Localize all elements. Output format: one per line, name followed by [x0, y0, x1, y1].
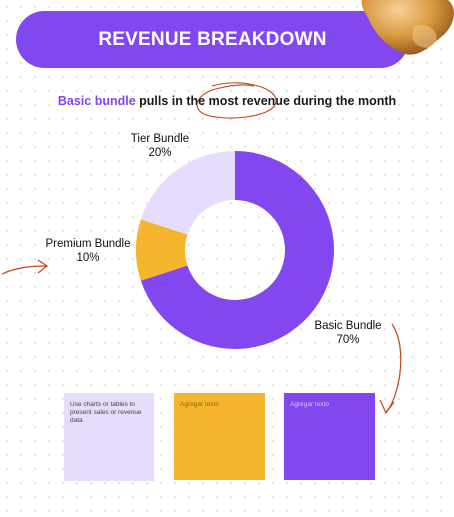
- subtitle-accent: Basic bundle: [57, 94, 136, 108]
- slice-label-premium: Premium Bundle 10%: [40, 237, 136, 265]
- donut-slice-basic-bundle: [140, 151, 334, 349]
- slice-label-basic-name: Basic Bundle: [314, 320, 382, 332]
- decorative-blob-icon: [361, 0, 454, 55]
- subtitle-emphasis: most revenue: [208, 94, 290, 108]
- slice-label-tier-value: 20%: [148, 147, 172, 159]
- sticky-note-3[interactable]: Agregar texto: [284, 393, 375, 480]
- sticky-note-1[interactable]: Use charts or tables to present sales or…: [64, 393, 154, 481]
- donut-slice-premium-bundle: [136, 219, 188, 281]
- subtitle-part-2: during the month: [293, 94, 397, 108]
- slice-label-premium-value: 10%: [76, 252, 100, 264]
- sticky-note-2[interactable]: Agregar texto: [174, 393, 265, 480]
- subtitle-part-1: pulls in the: [139, 94, 206, 108]
- highlight-circle-icon: [196, 82, 277, 119]
- arrow-left-icon: [1, 259, 49, 275]
- slice-label-premium-name: Premium Bundle: [45, 238, 131, 250]
- arrow-down-icon: [379, 323, 402, 415]
- title-banner: REVENUE BREAKDOWN: [16, 11, 409, 68]
- chart-subtitle: Basic bundle pulls in the most revenue d…: [0, 94, 454, 108]
- page-title: REVENUE BREAKDOWN: [98, 28, 327, 50]
- slice-label-basic: Basic Bundle 70%: [306, 319, 390, 347]
- slice-label-basic-value: 70%: [336, 334, 360, 346]
- slice-label-tier-name: Tier Bundle: [130, 133, 190, 145]
- slice-label-tier: Tier Bundle 20%: [120, 132, 200, 160]
- donut-slice-tier-bundle: [140, 151, 235, 235]
